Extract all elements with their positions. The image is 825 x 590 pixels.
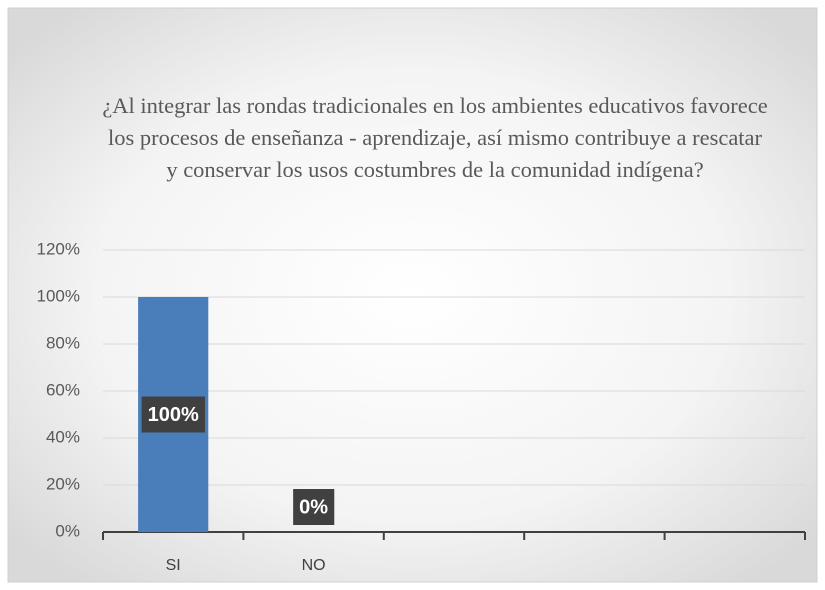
y-tick-label: 60%: [46, 380, 80, 399]
x-tick-label: SI: [166, 557, 181, 574]
data-label: 0%: [299, 496, 328, 518]
y-tick-label: 40%: [46, 427, 80, 446]
y-tick-label: 20%: [46, 474, 80, 493]
chart-title: ¿Al integrar las rondas tradicionales en…: [102, 93, 768, 182]
y-tick-label: 0%: [55, 521, 80, 540]
y-tick-label: 80%: [46, 333, 80, 352]
x-tick-label: NO: [302, 557, 326, 574]
y-tick-label: 100%: [37, 286, 80, 305]
y-tick-label: 120%: [37, 239, 80, 258]
data-label-box: [293, 489, 335, 525]
data-label-box: [141, 396, 205, 433]
data-label: 100%: [148, 404, 199, 426]
